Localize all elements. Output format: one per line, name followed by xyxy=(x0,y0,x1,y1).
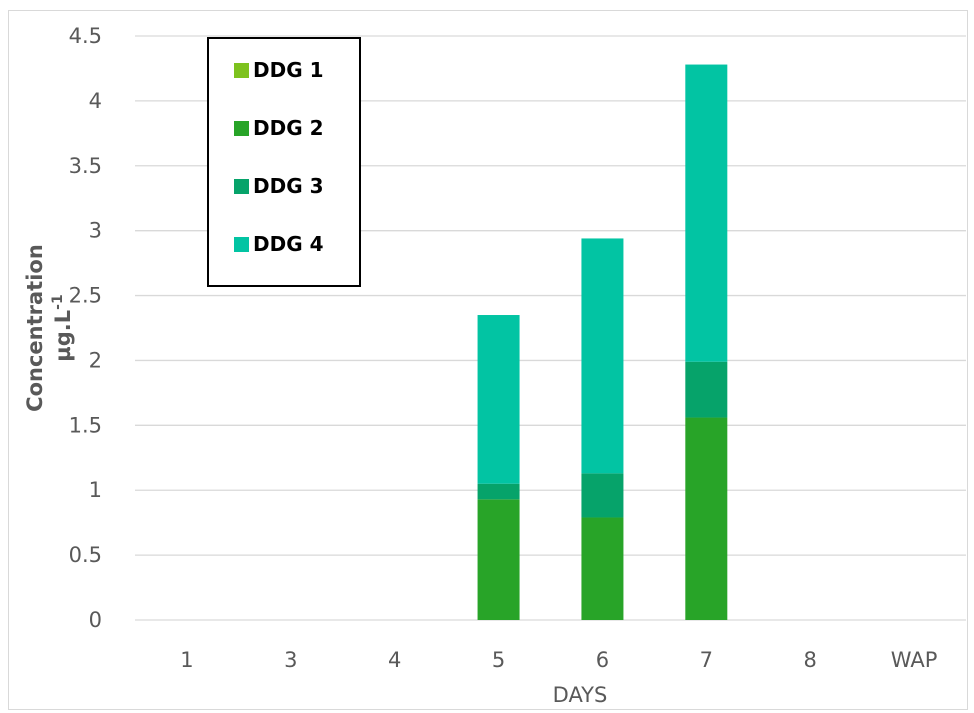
bar-segment-ddg-2 xyxy=(685,417,728,620)
bars xyxy=(477,64,728,620)
legend-item: DDG 2 xyxy=(234,116,324,140)
y-tick-label: 0 xyxy=(89,608,102,632)
legend-swatch xyxy=(234,62,249,78)
legend-swatch xyxy=(234,178,249,194)
x-tick-label: 8 xyxy=(804,648,817,672)
bar-segment-ddg-4 xyxy=(477,315,520,484)
y-axis-unit-text: µg.L xyxy=(51,310,75,362)
y-tick-label: 2 xyxy=(89,348,102,372)
y-axis-title: Concentration xyxy=(23,244,47,412)
y-axis-unit-superscript: -1 xyxy=(50,294,66,310)
legend-label: DDG 2 xyxy=(253,116,324,140)
x-tick-label: WAP xyxy=(891,648,938,672)
x-tick-label: 3 xyxy=(284,648,297,672)
x-tick-label: 6 xyxy=(596,648,609,672)
bar-segment-ddg-3 xyxy=(477,483,520,500)
bar-segment-ddg-3 xyxy=(581,473,624,518)
x-tick-label: 5 xyxy=(492,648,505,672)
y-tick-label: 3 xyxy=(89,219,102,243)
bar-segment-ddg-4 xyxy=(685,64,728,362)
legend-item: DDG 4 xyxy=(234,232,324,256)
legend-label: DDG 1 xyxy=(253,58,324,82)
x-axis-ticks: 1 3 4 5 6 7 8 WAP xyxy=(180,648,937,672)
legend-item: DDG 3 xyxy=(234,174,324,198)
y-tick-label: 1.5 xyxy=(69,413,102,437)
chart-frame xyxy=(8,10,968,710)
legend-label: DDG 3 xyxy=(253,174,324,198)
legend-swatch xyxy=(234,236,249,252)
legend-item: DDG 1 xyxy=(234,58,324,82)
y-axis-ticks: 0 0.5 1 1.5 2 2.5 3 3.5 4 4.5 xyxy=(69,24,102,632)
x-tick-label: 4 xyxy=(388,648,401,672)
bar-segment-ddg-2 xyxy=(477,499,520,620)
y-axis-unit: µg.L-1 xyxy=(50,294,75,361)
y-axis-title-main: Concentration xyxy=(23,244,47,412)
legend: DDG 1 DDG 2 DDG 3 DDG 4 xyxy=(207,37,361,287)
x-tick-label: 1 xyxy=(180,648,193,672)
legend-label: DDG 4 xyxy=(253,232,324,256)
y-tick-label: 4.5 xyxy=(69,24,102,48)
y-tick-label: 3.5 xyxy=(69,154,102,178)
x-axis-title: DAYS xyxy=(553,683,608,707)
bar-segment-ddg-4 xyxy=(581,238,624,474)
y-tick-label: 4 xyxy=(89,89,102,113)
bar-segment-ddg-2 xyxy=(581,517,624,620)
y-tick-label: 0.5 xyxy=(69,543,102,567)
legend-swatch xyxy=(234,120,249,136)
bar-segment-ddg-3 xyxy=(685,361,728,418)
x-tick-label: 7 xyxy=(700,648,713,672)
y-tick-label: 2.5 xyxy=(69,284,102,308)
y-tick-label: 1 xyxy=(89,478,102,502)
